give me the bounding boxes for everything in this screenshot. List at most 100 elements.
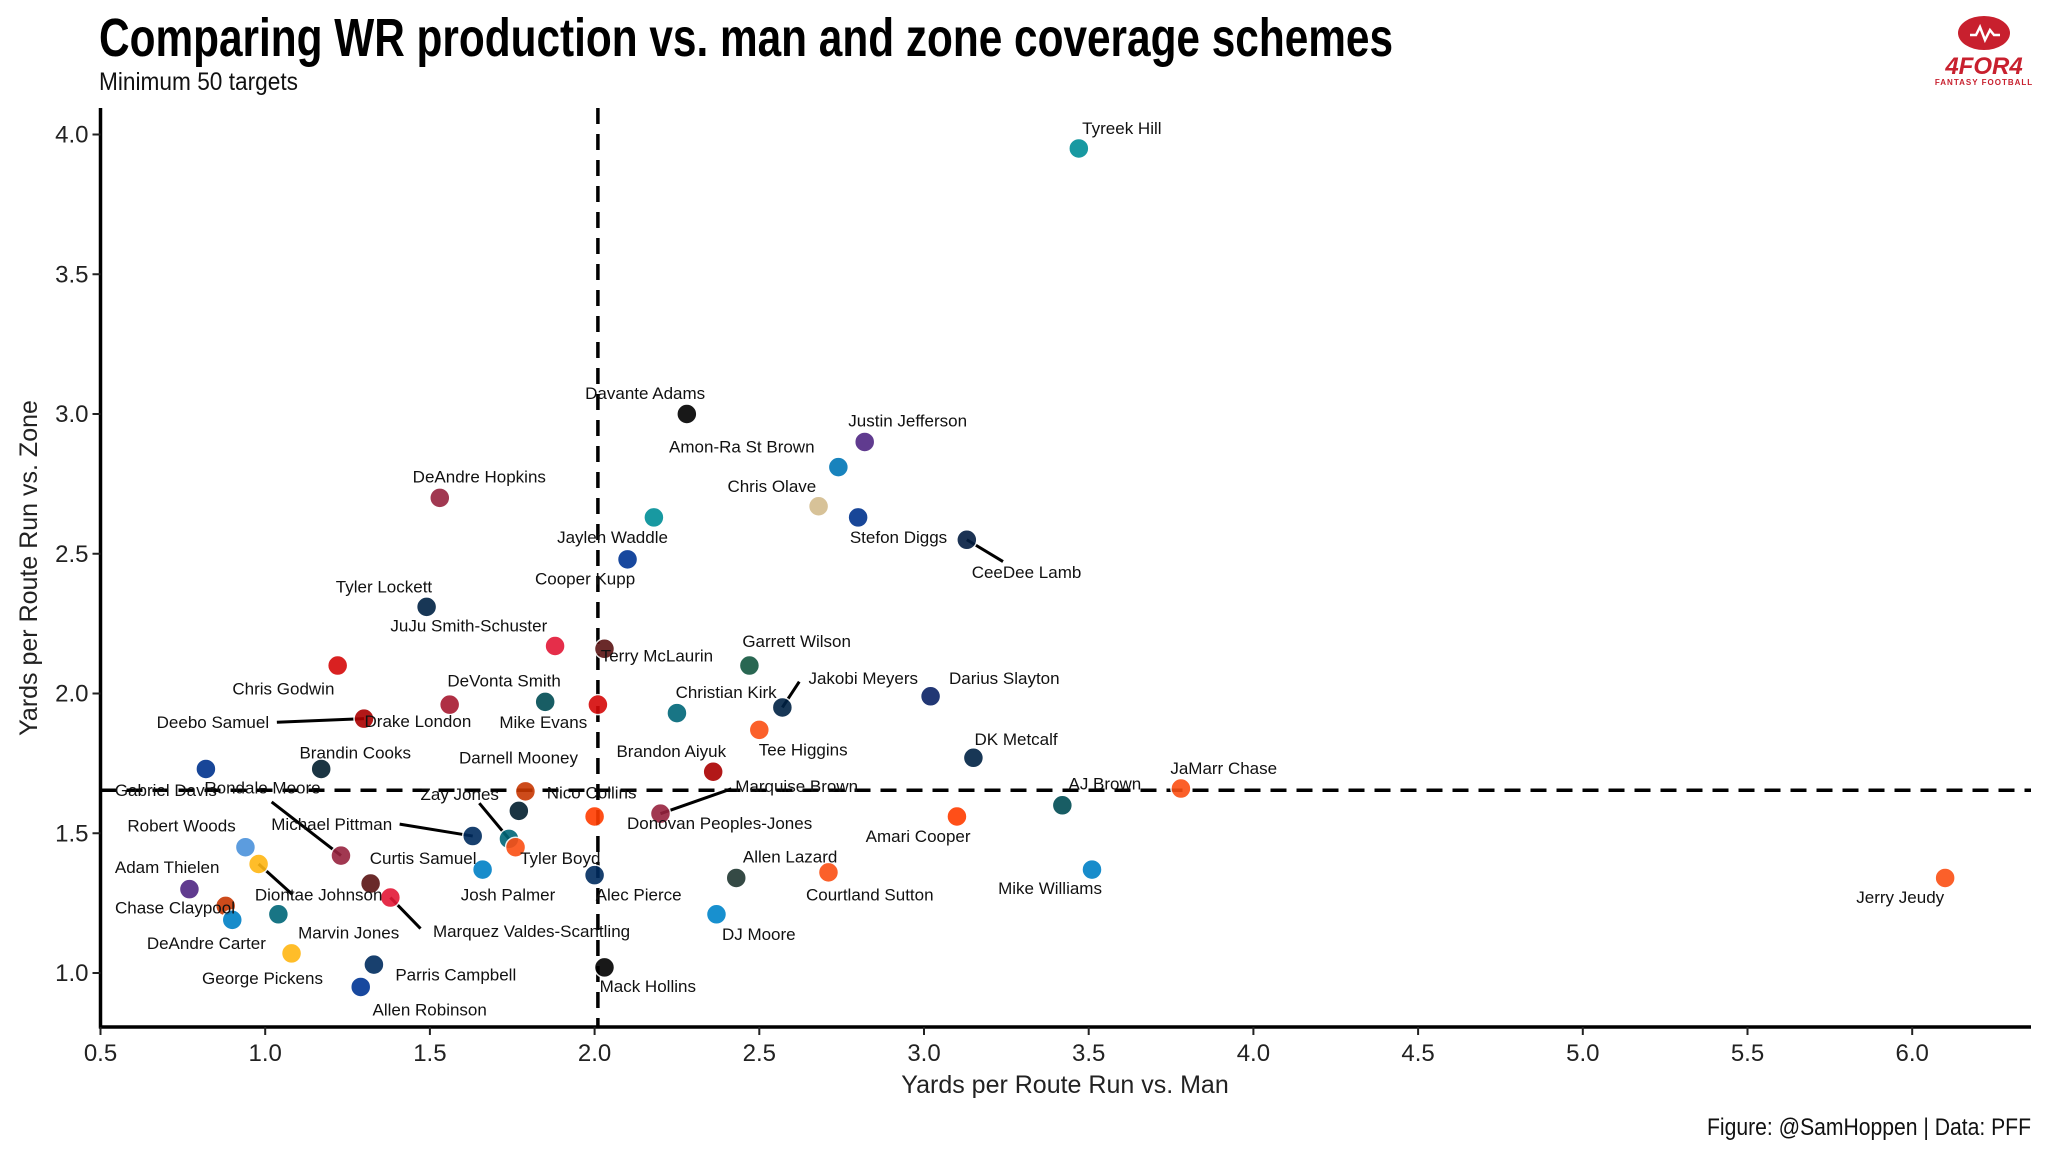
y-tick-label: 3.5 xyxy=(55,261,88,288)
point-label: Davante Adams xyxy=(585,384,705,403)
team-logo-point xyxy=(1170,777,1192,800)
point-label: JuJu Smith-Schuster xyxy=(390,617,547,636)
team-logo-point xyxy=(1051,794,1074,817)
team-logo-point xyxy=(195,758,217,780)
team-logo-point xyxy=(705,903,728,926)
team-logo-point xyxy=(946,805,968,828)
chart-caption: Figure: @SamHoppen | Data: PFF xyxy=(1707,1114,2031,1141)
point-label: Josh Palmer xyxy=(461,886,556,905)
point-label: Mike Williams xyxy=(998,879,1102,898)
point-label: Marvin Jones xyxy=(298,923,399,942)
point-label: Zay Jones xyxy=(420,785,498,804)
x-tick-label: 1.5 xyxy=(413,1040,446,1067)
point-label: CeeDee Lamb xyxy=(972,563,1082,582)
point-label: Justin Jefferson xyxy=(848,412,967,431)
point-label: AJ Brown xyxy=(1069,775,1142,794)
logo-subtext: FANTASY FOOTBALL xyxy=(1935,78,2033,87)
team-logo-point xyxy=(504,836,527,858)
team-logo-point xyxy=(415,596,438,618)
team-logo-point xyxy=(353,707,375,730)
team-logo-point xyxy=(363,953,385,976)
point-label: George Pickens xyxy=(202,969,323,988)
point-label: Jerry Jeudy xyxy=(1856,888,1944,907)
point-label: Marquise Brown xyxy=(735,777,858,796)
x-tick-label: 0.5 xyxy=(84,1040,117,1067)
team-logo-point xyxy=(853,431,876,453)
x-tick-label: 5.0 xyxy=(1566,1040,1599,1067)
team-logo-point xyxy=(587,693,609,716)
point-label: Robert Woods xyxy=(127,816,235,835)
team-logo-point xyxy=(247,853,270,875)
point-label: Chris Olave xyxy=(727,477,816,496)
pulse-icon xyxy=(1970,23,2000,44)
point-label: Rondale Moore xyxy=(204,779,320,798)
team-logo-point xyxy=(807,495,830,517)
point-label: Jaylen Waddle xyxy=(557,528,668,547)
point-label: Parris Campbell xyxy=(395,965,516,984)
chart-title: Comparing WR production vs. man and zone… xyxy=(99,8,1393,68)
team-logo-point xyxy=(725,867,747,889)
team-logo-point xyxy=(234,836,257,858)
team-logo-point xyxy=(178,878,201,900)
x-axis-title: Yards per Route Run vs. Man xyxy=(901,1071,1228,1099)
team-logo-point xyxy=(326,654,349,677)
team-logo-point xyxy=(330,844,352,867)
point-label: Garrett Wilson xyxy=(742,632,851,651)
team-logo-point xyxy=(616,548,639,571)
point-label: Diontae Johnson xyxy=(255,886,383,905)
team-logo-point xyxy=(817,861,840,884)
team-logo-point xyxy=(666,702,688,724)
point-label: Donovan Peoples-Jones xyxy=(627,814,812,833)
team-logo-point xyxy=(379,886,402,909)
point-label: Amari Cooper xyxy=(866,827,971,846)
brand-logo: 4FOR4 FANTASY FOOTBALL xyxy=(1935,16,2033,87)
point-label: JaMarr Chase xyxy=(1170,759,1277,778)
point-label: Gabriel Davis xyxy=(115,781,217,800)
team-logo-point xyxy=(1081,858,1103,881)
team-logo-point xyxy=(349,976,372,998)
team-logo-point xyxy=(738,654,761,677)
team-logo-point xyxy=(310,758,332,780)
point-label: Adam Thielen xyxy=(115,858,220,877)
point-label: DeAndre Carter xyxy=(147,934,266,953)
point-label: DeVonta Smith xyxy=(447,671,560,690)
point-label: Deebo Samuel xyxy=(157,713,269,732)
team-logo-point xyxy=(583,864,606,886)
point-label: Brandon Aiyuk xyxy=(616,742,726,761)
y-tick-label: 3.0 xyxy=(55,401,88,428)
team-logo-point xyxy=(649,802,672,825)
team-logo-point xyxy=(267,903,290,926)
point-label: Chris Godwin xyxy=(232,679,334,698)
point-label: Jakobi Meyers xyxy=(808,669,918,688)
chart-subtitle: Minimum 50 targets xyxy=(99,68,298,96)
point-label: Mack Hollins xyxy=(600,977,696,996)
point-label: Allen Lazard xyxy=(743,848,838,867)
y-tick-label: 4.0 xyxy=(55,122,88,149)
point-label: Drake London xyxy=(365,712,472,731)
y-axis-title: Yards per Route Run vs. Zone xyxy=(15,400,43,736)
point-label: Allen Robinson xyxy=(372,1001,486,1020)
football-icon xyxy=(1958,16,2010,50)
point-label: Nico Collins xyxy=(547,784,637,803)
x-tick-label: 1.0 xyxy=(249,1040,282,1067)
point-label: Christian Kirk xyxy=(676,683,778,702)
point-label: Courtland Sutton xyxy=(806,886,934,905)
point-label: Chase Claypool xyxy=(115,899,235,918)
team-logo-point xyxy=(956,529,978,551)
team-logo-point xyxy=(534,691,556,713)
team-logo-point xyxy=(643,506,665,529)
y-tick-label: 1.0 xyxy=(55,960,88,987)
y-tick-label: 2.0 xyxy=(55,681,88,708)
label-connector xyxy=(270,800,342,857)
point-label: Alec Pierce xyxy=(596,886,682,905)
team-logo-point xyxy=(593,956,616,979)
point-label: Tyreek Hill xyxy=(1082,119,1161,138)
team-logo-point xyxy=(221,909,244,931)
x-tick-label: 2.5 xyxy=(743,1040,776,1067)
point-label: Darius Slayton xyxy=(949,669,1060,688)
team-logo-point xyxy=(514,780,537,803)
team-logo-point xyxy=(702,761,724,783)
team-logo-point xyxy=(461,825,484,847)
logo-text: 4FOR4 xyxy=(1944,53,2022,80)
